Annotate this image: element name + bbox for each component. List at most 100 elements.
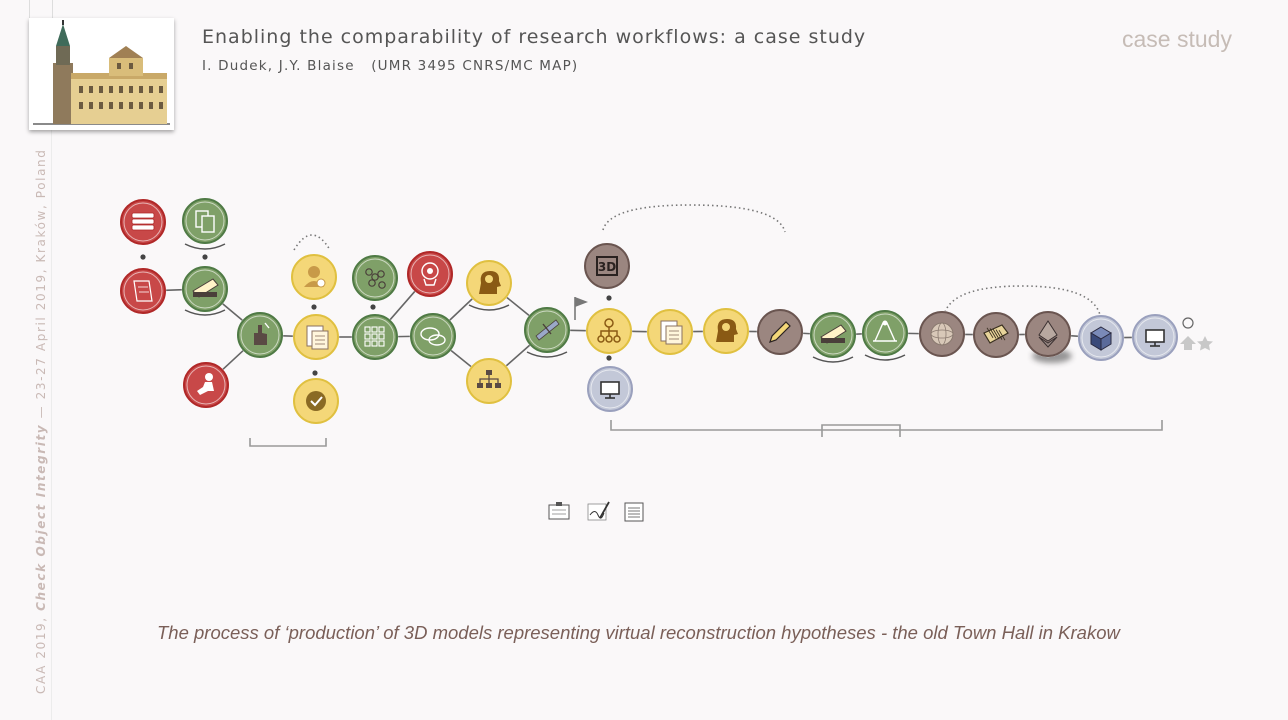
workflow-edges (164, 288, 1134, 371)
edge-kneel-touch (221, 349, 245, 371)
edge-chat-tree (449, 349, 473, 368)
label-3d: 3D (598, 260, 616, 274)
clipboard-icon[interactable] (548, 502, 570, 520)
node-threed[interactable]: 3D (583, 242, 631, 290)
hand-icon (254, 322, 270, 345)
connector-dot (140, 254, 146, 260)
edge-head1-measure (505, 296, 531, 317)
drafting-icon (873, 320, 897, 342)
bracket (249, 438, 327, 447)
node-measure[interactable] (523, 306, 571, 354)
node-org[interactable] (585, 307, 633, 355)
edge-ether-cube (1069, 334, 1080, 338)
node-sphere[interactable] (918, 310, 966, 358)
monitor-icon (1145, 329, 1165, 347)
3d-icon: 3D (596, 256, 618, 276)
barrel-icon (983, 324, 1009, 344)
authors-line: I. Dudek, J.Y. Blaise (UMR 3495 CNRS/MC … (202, 58, 579, 74)
network-icon (365, 268, 386, 289)
underline-arc (184, 243, 226, 250)
node-scroll[interactable] (119, 267, 167, 315)
connector-dot (312, 370, 318, 376)
page-icon[interactable] (624, 502, 644, 522)
monitor-icon (600, 381, 620, 399)
underline-arc (812, 356, 854, 363)
node-touch[interactable] (236, 311, 284, 359)
town-hall-thumbnail (29, 18, 174, 130)
dotted-arc (602, 204, 786, 233)
node-books[interactable] (119, 198, 167, 246)
edge-pencil-scan2 (801, 332, 812, 335)
workflow-decorations (140, 204, 1213, 447)
bracket (821, 424, 901, 437)
diamond-icon (1038, 320, 1058, 348)
node-scan1[interactable] (181, 265, 229, 313)
books-icon (131, 212, 155, 231)
sphere-icon (930, 322, 954, 346)
figure-caption: The process of ‘production’ of 3D models… (157, 622, 1120, 643)
edge-chat-head1 (448, 297, 474, 322)
node-pencil[interactable] (756, 308, 804, 356)
cube-icon (1090, 326, 1112, 351)
underline-arc (864, 354, 906, 361)
node-copy[interactable] (181, 197, 229, 245)
node-doc2[interactable] (646, 308, 694, 356)
sidebar-top-frame (29, 0, 53, 18)
node-grid[interactable] (351, 313, 399, 361)
node-doc1[interactable] (292, 313, 340, 361)
node-scan2[interactable] (809, 311, 857, 359)
connector-dot (606, 355, 612, 361)
brain-icon (421, 262, 439, 286)
node-network[interactable] (351, 254, 399, 302)
node-screen2[interactable] (1131, 313, 1179, 361)
case-study-tag: case study (1122, 26, 1232, 52)
edge-scan1-touch (221, 302, 244, 322)
scanner-icon (820, 324, 847, 344)
scanner-icon (192, 278, 219, 298)
signature-icon[interactable] (587, 501, 610, 521)
check-icon (306, 391, 326, 411)
org-chart-icon (597, 318, 621, 343)
bracket (610, 420, 1163, 431)
node-person[interactable] (290, 253, 338, 301)
node-kneel[interactable] (182, 361, 230, 409)
node-cube[interactable] (1077, 314, 1125, 362)
dotted-arc (944, 285, 1101, 316)
dotted-arc (293, 234, 331, 251)
grid-icon (364, 326, 385, 347)
edge-tree-measure (504, 343, 532, 368)
node-tree[interactable] (465, 357, 513, 405)
node-check[interactable] (292, 377, 340, 425)
hierarchy-icon (477, 370, 501, 388)
head-icon (479, 271, 501, 294)
document-icon (306, 325, 329, 350)
node-barrel[interactable] (972, 311, 1020, 359)
edge-scroll-scan1 (164, 288, 184, 292)
node-brain[interactable] (406, 250, 454, 298)
copy-icon (195, 210, 215, 233)
edge-grid-brain (388, 290, 417, 321)
up-arrow-icon (1180, 336, 1196, 350)
connector-dot (311, 304, 317, 310)
node-drafting[interactable] (861, 309, 909, 357)
town-hall-photo-icon (29, 18, 174, 130)
sidebar-divider (51, 130, 52, 720)
star-icon (1197, 336, 1213, 351)
flag-icon (574, 297, 588, 320)
connector-dot (606, 295, 612, 301)
chat-icon (420, 327, 446, 346)
node-ether[interactable] (1024, 310, 1072, 363)
node-head2[interactable] (702, 307, 750, 355)
end-circle-icon (1182, 317, 1194, 329)
node-head1[interactable] (465, 259, 513, 307)
underline-arc (526, 351, 568, 358)
head-icon (716, 319, 738, 342)
underline-arc (184, 309, 226, 316)
measure-icon (535, 319, 560, 341)
node-screen1[interactable] (586, 365, 634, 413)
node-chat[interactable] (409, 312, 457, 360)
connector-dot (202, 254, 208, 260)
figure-icon (197, 373, 214, 395)
workflow-nodes: 3D (119, 197, 1179, 522)
